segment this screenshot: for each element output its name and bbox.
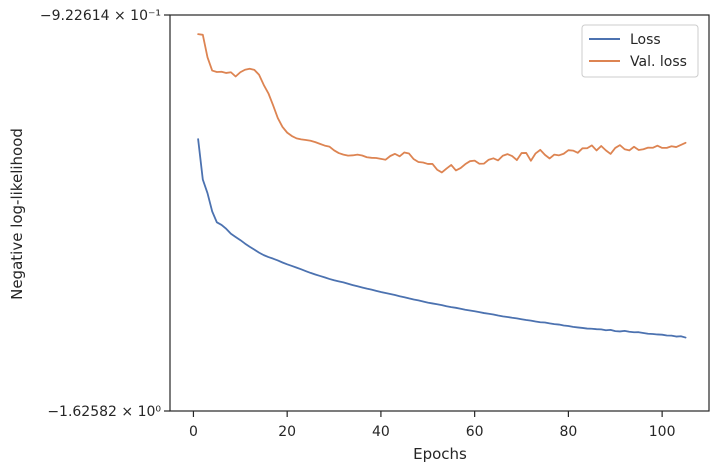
x-axis-label: Epochs xyxy=(413,445,467,463)
x-tick-label: 60 xyxy=(466,424,484,440)
y-tick-label: −1.62582 × 10⁰ xyxy=(47,404,161,420)
x-tick-label: 40 xyxy=(372,424,390,440)
plot-frame xyxy=(169,14,710,412)
x-tick-label: 20 xyxy=(278,424,296,440)
y-axis-label: Negative log-likelihood xyxy=(8,128,26,300)
x-tick-label: 0 xyxy=(189,424,198,440)
series-line-loss xyxy=(197,138,687,339)
series-layer xyxy=(197,33,687,339)
x-axis-ticks: 0 20 40 60 80 100 xyxy=(189,411,676,440)
y-tick-label: −9.22614 × 10⁻¹ xyxy=(40,8,161,24)
legend: Loss Val. loss xyxy=(581,24,699,78)
x-tick-label: 100 xyxy=(649,424,676,440)
x-tick-label: 80 xyxy=(559,424,577,440)
legend-label-val-loss: Val. loss xyxy=(630,54,687,70)
series-line-val-loss xyxy=(197,33,687,174)
legend-label-loss: Loss xyxy=(630,32,661,48)
y-axis-ticks: −9.22614 × 10⁻¹ −1.62582 × 10⁰ xyxy=(40,8,170,420)
